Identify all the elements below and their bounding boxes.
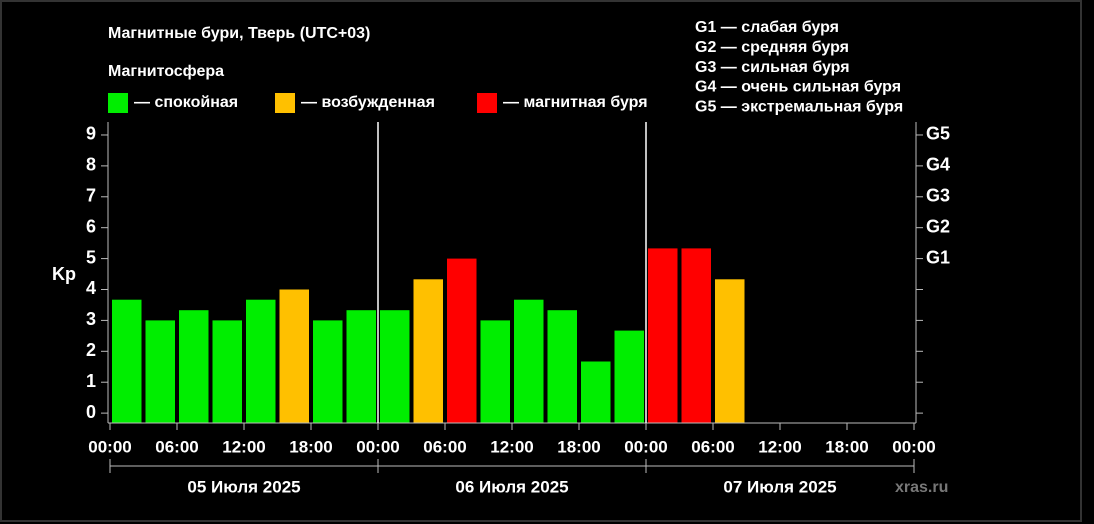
x-tick-label: 00:00 [892, 437, 935, 456]
bar [112, 299, 142, 423]
y2-tick-label: G1 [926, 247, 950, 267]
legend-swatch [275, 93, 295, 113]
bar [346, 310, 376, 423]
day-label: 07 Июля 2025 [723, 477, 836, 496]
storm-legend-item: G2 — средняя буря [695, 39, 849, 56]
bar [447, 258, 477, 423]
x-tick-label: 06:00 [423, 437, 466, 456]
storm-legend-item: G5 — экстремальная буря [695, 98, 903, 115]
bar [581, 361, 611, 423]
bar [246, 299, 276, 423]
x-tick-label: 00:00 [624, 437, 667, 456]
y2-tick-label: G4 [926, 155, 950, 175]
y-tick-label: 1 [86, 371, 96, 391]
chart-subtitle: Магнитосфера [108, 63, 224, 80]
storm-legend-item: G1 — слабая буря [695, 19, 839, 36]
bar [145, 320, 175, 423]
y-tick-label: 3 [86, 309, 96, 329]
legend-swatch [477, 93, 497, 113]
storm-legend-item: G3 — сильная буря [695, 59, 850, 76]
x-tick-label: 12:00 [490, 437, 533, 456]
bar [212, 320, 242, 423]
legend-swatch [108, 93, 128, 113]
bar [681, 248, 711, 423]
bar [313, 320, 343, 423]
bar [547, 310, 577, 423]
legend-label: — возбужденная [301, 94, 435, 111]
bar [413, 279, 443, 423]
y2-tick-label: G3 [926, 186, 950, 206]
x-tick-label: 12:00 [222, 437, 265, 456]
legend-label: — магнитная буря [503, 94, 648, 111]
y-tick-label: 8 [86, 155, 96, 175]
day-label: 05 Июля 2025 [187, 477, 300, 496]
bar [279, 289, 309, 423]
x-tick-label: 00:00 [356, 437, 399, 456]
x-tick-label: 18:00 [289, 437, 332, 456]
bar [614, 330, 644, 423]
y-tick-label: 2 [86, 340, 96, 360]
y-tick-label: 7 [86, 186, 96, 206]
x-tick-label: 00:00 [88, 437, 131, 456]
bar [715, 279, 745, 423]
day-label: 06 Июля 2025 [455, 477, 568, 496]
y2-tick-label: G5 [926, 124, 950, 144]
bar [648, 248, 678, 423]
bar [179, 310, 209, 423]
x-tick-label: 06:00 [155, 437, 198, 456]
x-tick-label: 06:00 [691, 437, 734, 456]
legend-label: — спокойная [134, 94, 238, 111]
x-tick-label: 18:00 [557, 437, 600, 456]
x-tick-label: 12:00 [758, 437, 801, 456]
y-tick-label: 5 [86, 247, 96, 267]
y2-tick-label: G2 [926, 216, 950, 236]
y-tick-label: 6 [86, 216, 96, 236]
y-tick-label: 9 [86, 124, 96, 144]
watermark: xras.ru [895, 479, 948, 496]
y-tick-label: 4 [86, 278, 96, 298]
y-axis-label: Kp [52, 264, 76, 284]
bar [514, 299, 544, 423]
y-tick-label: 0 [86, 402, 96, 422]
bar [380, 310, 410, 423]
bar [480, 320, 510, 423]
x-tick-label: 18:00 [825, 437, 868, 456]
storm-legend-item: G4 — очень сильная буря [695, 79, 901, 96]
chart-title: Магнитные бури, Тверь (UTC+03) [108, 25, 370, 42]
